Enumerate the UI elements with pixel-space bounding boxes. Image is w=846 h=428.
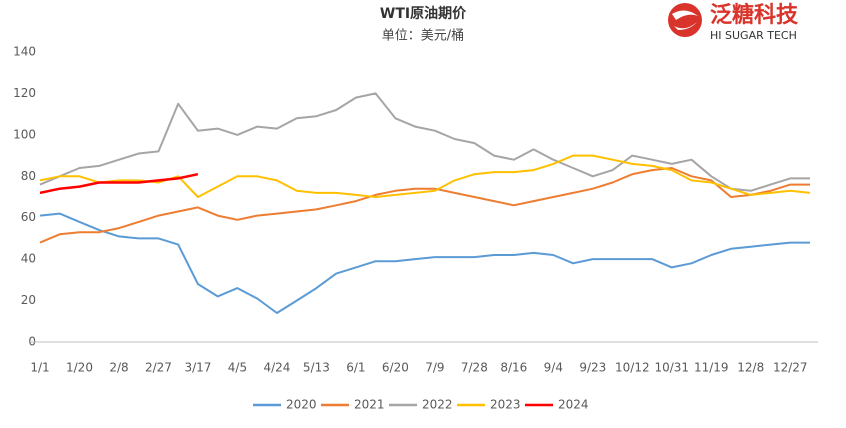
series-line xyxy=(39,92,810,192)
logo-swoosh xyxy=(674,22,697,30)
x-tick-label: 2/8 xyxy=(109,361,128,375)
logo-swoosh xyxy=(672,10,698,20)
series-line xyxy=(39,167,810,244)
y-tick-label: 100 xyxy=(13,127,36,141)
x-tick-label: 6/20 xyxy=(382,361,409,375)
x-tick-label: 9/4 xyxy=(544,361,563,375)
y-tick-label: 120 xyxy=(13,86,36,100)
x-tick-label: 11/19 xyxy=(694,361,729,375)
x-tick-label: 12/8 xyxy=(737,361,764,375)
legend-label: 2024 xyxy=(558,398,589,412)
logo-name: 泛糖科技 xyxy=(710,2,799,28)
y-tick-label: 40 xyxy=(21,252,36,266)
logo-tagline: HI SUGAR TECH xyxy=(710,29,797,42)
y-tick-label: 140 xyxy=(13,45,36,59)
x-tick-label: 5/13 xyxy=(303,361,330,375)
x-tick-label: 7/28 xyxy=(461,361,488,375)
legend-label: 2020 xyxy=(286,398,317,412)
y-tick-label: 80 xyxy=(21,169,36,183)
chart-title: WTI原油期价 xyxy=(380,5,467,22)
x-tick-label: 7/9 xyxy=(425,361,444,375)
chart-subtitle: 单位：美元/桶 xyxy=(382,29,464,44)
x-tick-label: 9/23 xyxy=(579,361,606,375)
series-line xyxy=(39,172,199,195)
logo-icon xyxy=(668,3,702,37)
y-tick-label: 20 xyxy=(21,293,36,307)
x-tick-label: 3/17 xyxy=(184,361,211,375)
x-tick-label: 1/1 xyxy=(30,361,49,375)
x-tick-label: 2/27 xyxy=(145,361,172,375)
y-tick-label: 60 xyxy=(21,210,36,224)
x-tick-label: 4/24 xyxy=(263,361,290,375)
x-tick-label: 6/1 xyxy=(346,361,365,375)
x-tick-label: 4/5 xyxy=(228,361,247,375)
logo: 泛糖科技 HI SUGAR TECH xyxy=(668,2,799,42)
x-tick-label: 12/27 xyxy=(773,361,808,375)
legend-label: 2022 xyxy=(422,398,453,412)
x-tick-label: 10/31 xyxy=(654,361,689,375)
legend-label: 2021 xyxy=(354,398,385,412)
legend-label: 2023 xyxy=(490,398,521,412)
x-tick-label: 8/16 xyxy=(500,361,527,375)
x-tick-label: 10/12 xyxy=(615,361,650,375)
series-line xyxy=(39,212,810,314)
x-tick-label: 1/20 xyxy=(66,361,93,375)
